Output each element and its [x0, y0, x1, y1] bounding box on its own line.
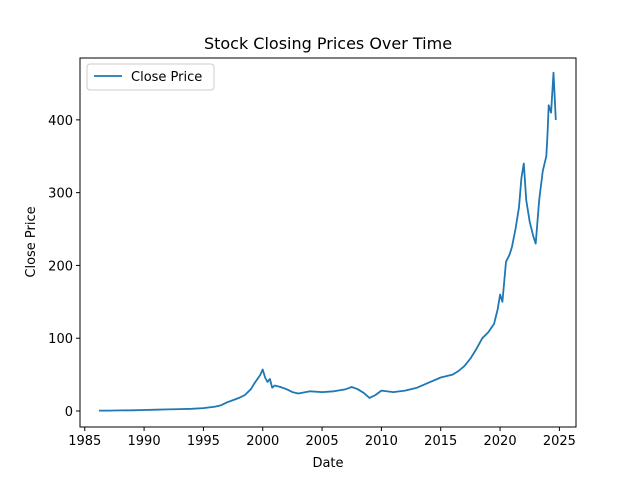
chart-title: Stock Closing Prices Over Time [204, 34, 452, 53]
legend-label-close-price: Close Price [131, 70, 202, 85]
y-tick-label: 100 [48, 332, 73, 347]
x-tick-label: 2010 [365, 434, 398, 449]
axes-frame [79, 57, 577, 428]
x-axis-label: Date [312, 456, 343, 471]
x-tick-label: 1995 [187, 434, 220, 449]
y-tick-label: 400 [48, 114, 73, 129]
y-axis-label: Close Price [24, 206, 39, 277]
plot-area [99, 71, 557, 412]
y-tick-label: 200 [48, 259, 73, 274]
x-tick-label: 1985 [68, 434, 101, 449]
x-tick-label: 2015 [424, 434, 457, 449]
x-tick-label: 2020 [484, 434, 517, 449]
series-line-close-price [99, 71, 557, 412]
y-tick-label: 300 [48, 187, 73, 202]
x-tick-label: 2025 [543, 434, 576, 449]
legend-box [86, 63, 215, 91]
y-axis: 0 100 200 300 400 [48, 114, 80, 420]
x-tick-label: 1990 [128, 434, 161, 449]
y-tick-label: 0 [65, 405, 73, 420]
x-tick-label: 2000 [246, 434, 279, 449]
x-axis: 1985 1990 1995 2000 2005 2010 2015 2020 2025 [68, 427, 576, 449]
legend: Close Price [86, 63, 215, 91]
x-tick-label: 2005 [306, 434, 339, 449]
